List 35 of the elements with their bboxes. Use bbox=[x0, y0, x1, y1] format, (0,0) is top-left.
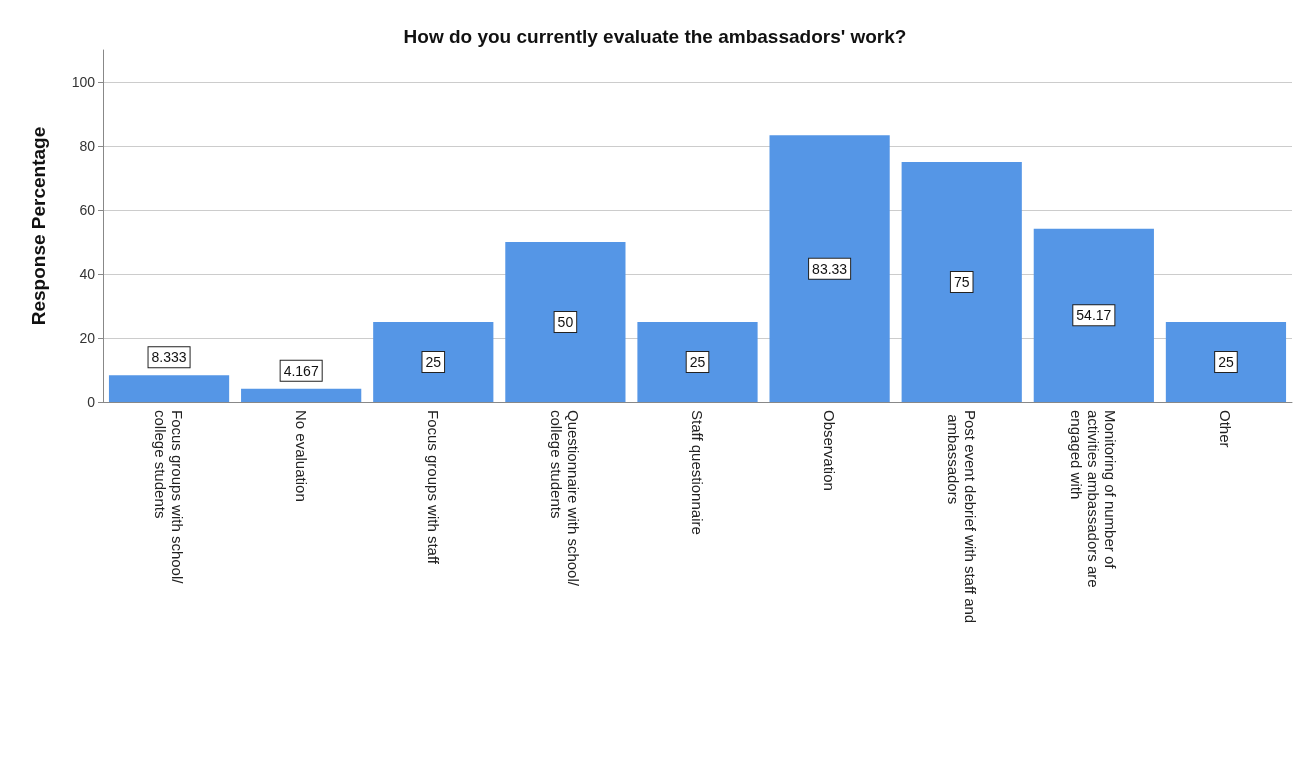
bar bbox=[373, 322, 494, 402]
bar bbox=[1033, 228, 1154, 402]
x-tick-label: Monitoring of number of activities ambassadors are engaged with bbox=[1068, 410, 1120, 592]
bar bbox=[505, 242, 626, 402]
x-tick-label: No evaluation bbox=[292, 410, 310, 502]
y-tick-label: 0 bbox=[87, 394, 96, 410]
y-tick-label: 100 bbox=[71, 74, 96, 90]
chart-title: How do you currently evaluate the ambassadors' work? bbox=[403, 26, 907, 47]
x-tick-label: Staff questionnaire bbox=[689, 410, 706, 535]
bar bbox=[1165, 322, 1287, 402]
x-tick-label: Questionnaire with school/college students bbox=[548, 410, 583, 587]
bar bbox=[108, 375, 230, 402]
bar bbox=[637, 322, 758, 402]
data-label: 54.17 bbox=[1076, 307, 1112, 324]
y-tick-label: 40 bbox=[79, 266, 96, 282]
data-label: 50 bbox=[557, 314, 574, 330]
x-tick-label: Other bbox=[1217, 410, 1235, 448]
bar bbox=[901, 162, 1022, 402]
x-tick-label: Observation bbox=[821, 410, 839, 491]
y-tick-label: 20 bbox=[79, 330, 96, 346]
bar bbox=[241, 388, 362, 402]
data-label: 75 bbox=[953, 274, 970, 290]
data-label: 83.33 bbox=[812, 260, 848, 277]
y-axis-title: Response Percentage bbox=[28, 126, 49, 326]
data-label: 25 bbox=[689, 354, 706, 370]
y-tick-label: 60 bbox=[79, 202, 96, 218]
y-tick-label: 80 bbox=[79, 138, 96, 154]
bar bbox=[769, 135, 890, 402]
data-label: 25 bbox=[425, 354, 442, 370]
data-label: 8.333 bbox=[151, 349, 187, 366]
data-label: 4.167 bbox=[283, 362, 319, 379]
x-tick-label: Focus groups with staff bbox=[424, 410, 442, 565]
data-label: 25 bbox=[1218, 354, 1234, 370]
x-tick-label: Post event debrief with staff and ambassadors bbox=[944, 410, 979, 624]
x-tick-label: Focus groups with school/college students bbox=[152, 410, 187, 585]
